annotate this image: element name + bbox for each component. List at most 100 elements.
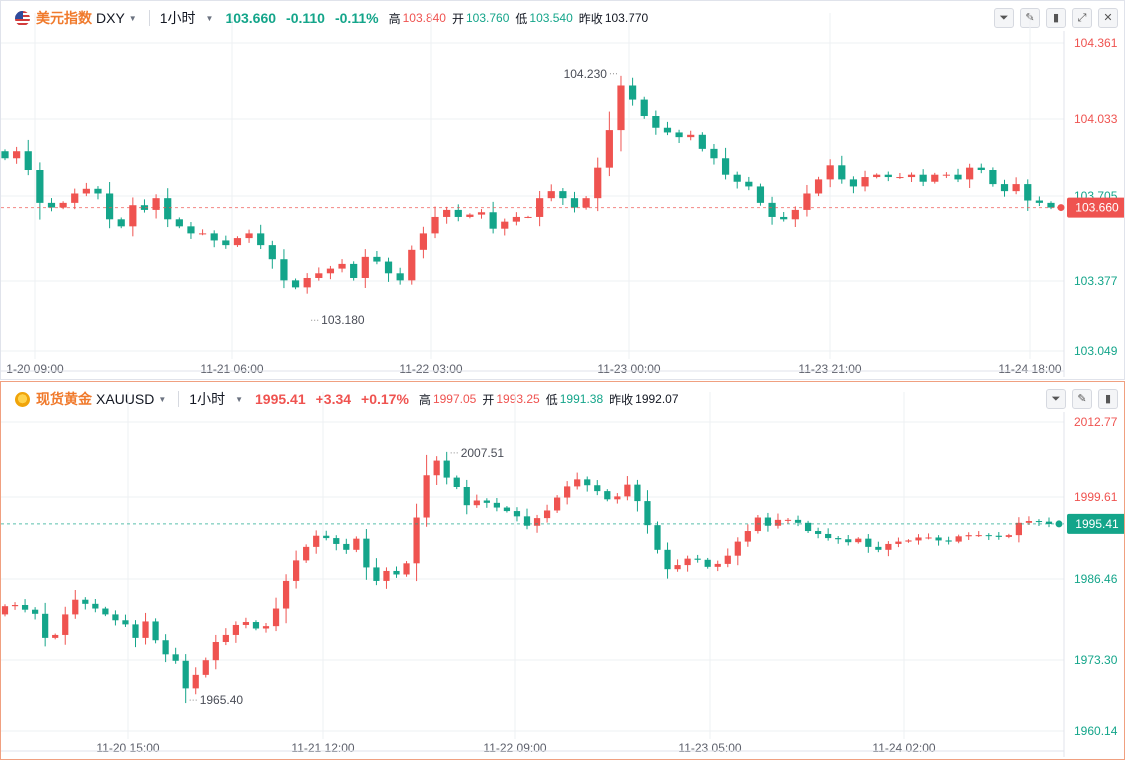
candle-body <box>268 245 276 260</box>
candle-body <box>72 599 79 615</box>
candle-body <box>512 216 520 222</box>
y-tick-label: 2012.77 <box>1074 415 1118 429</box>
low-label: 低 <box>515 11 528 26</box>
x-tick-label: 11-23 21:00 <box>798 362 861 376</box>
dxy-chart-panel: 美元指数 DXY ▼ 1小时 ▼ 103.660 -0.110 -0.11% 高… <box>0 0 1125 380</box>
candle-body <box>955 536 962 542</box>
candle-body <box>1035 200 1043 203</box>
dxy-candlestick-chart[interactable]: 104.361104.033103.705103.377103.0491-20 … <box>1 1 1124 379</box>
y-tick-label: 103.377 <box>1074 274 1118 288</box>
candle-body <box>52 634 59 638</box>
candle-body <box>164 198 172 220</box>
gold-chart-panel: 现货黄金 XAUUSD ▼ 1小时 ▼ 1995.41 +3.34 +0.17%… <box>0 381 1125 760</box>
candle-body <box>82 599 89 604</box>
current-price-dot <box>1057 204 1065 212</box>
candle-body <box>524 216 532 218</box>
candle-body <box>814 179 823 194</box>
chart-type-icon[interactable]: ▮ <box>1098 389 1118 409</box>
candle-body <box>756 186 765 203</box>
current-price-tag-bg <box>1067 513 1124 534</box>
gold-symbol[interactable]: XAUUSD <box>96 391 155 407</box>
x-tick-label: 11-24 18:00 <box>998 362 1061 376</box>
current-price-dot <box>1055 520 1063 528</box>
candle-body <box>313 535 320 547</box>
candle-body <box>977 167 985 171</box>
candle-body <box>361 256 369 278</box>
candle-body <box>684 558 691 566</box>
candle-body <box>865 538 872 547</box>
candle-body <box>431 216 439 234</box>
candle-body <box>62 614 69 635</box>
candle-body <box>1015 522 1022 536</box>
candle-body <box>966 167 974 180</box>
compare-icon[interactable]: ⏷ <box>1046 389 1066 409</box>
candle-body <box>453 477 460 487</box>
candle-body <box>403 563 410 575</box>
x-tick-label: 11-21 06:00 <box>200 362 263 376</box>
candle-body <box>875 546 882 550</box>
candle-body <box>443 209 451 217</box>
candle-body <box>838 165 846 180</box>
candle-body <box>543 510 551 519</box>
candle-body <box>925 537 932 539</box>
candle-body <box>523 516 531 526</box>
candle-body <box>102 608 109 615</box>
annotation-label: 1965.40 <box>200 693 244 707</box>
candle-body <box>172 654 179 661</box>
dxy-symbol[interactable]: DXY <box>96 10 125 26</box>
timeframe-select[interactable]: 1小时 <box>189 391 226 407</box>
current-price-tag: 1995.41 <box>1067 513 1124 534</box>
draw-icon[interactable]: ✎ <box>1072 389 1092 409</box>
candle-body <box>614 496 621 500</box>
candle-body <box>849 179 858 187</box>
low-label: 低 <box>545 392 558 407</box>
divider <box>178 391 180 407</box>
x-tick-label: 11-21 12:00 <box>291 741 354 755</box>
candle-body <box>175 219 183 227</box>
candle-body <box>733 174 741 182</box>
candle-body <box>152 198 160 210</box>
candle-body <box>466 214 474 217</box>
chart-grid: 2012.77 1999.61 1986.46 1973.30 1960.14 11-20… <box>1 392 1118 757</box>
timeframe-select[interactable]: 1小时 <box>159 10 196 26</box>
candle-body <box>117 219 125 227</box>
compare-icon[interactable]: ⏷ <box>994 8 1014 28</box>
candle-body <box>804 522 812 532</box>
expand-icon[interactable]: ⤢ <box>1072 8 1092 28</box>
candle-body <box>985 535 992 537</box>
candle-body <box>942 174 951 176</box>
price-change-pct: +0.17% <box>361 391 409 407</box>
x-tick-label: 11-22 09:00 <box>483 741 546 755</box>
candle-body <box>122 620 129 625</box>
us-flag-icon <box>15 10 30 26</box>
candle-body <box>687 134 695 138</box>
candle-body <box>1012 184 1020 192</box>
candle-body <box>554 497 561 511</box>
candle-body <box>764 517 772 526</box>
candle-body <box>408 249 416 281</box>
candle-body <box>350 263 358 278</box>
symbol-dropdown-icon[interactable]: ▼ <box>158 394 167 404</box>
chart-type-icon[interactable]: ▮ <box>1046 8 1066 28</box>
symbol-dropdown-icon[interactable]: ▼ <box>128 13 137 23</box>
candle-body <box>282 580 290 609</box>
y-tick-label: 1973.30 <box>1074 653 1118 667</box>
close-icon[interactable]: ✕ <box>1098 8 1118 28</box>
candle-body <box>210 233 218 241</box>
gold-candlestick-chart[interactable]: 2012.77 1999.61 1986.46 1973.30 1960.14 11-20… <box>1 382 1124 759</box>
candle-body <box>293 560 300 581</box>
current-price-tag-bg <box>1067 197 1124 218</box>
dxy-header: 美元指数 DXY ▼ 1小时 ▼ 103.660 -0.110 -0.11% 高… <box>1 1 991 35</box>
y-tick-label: 104.033 <box>1074 112 1118 126</box>
candle-body <box>698 134 706 149</box>
candle-body <box>212 641 219 661</box>
candle-body <box>21 605 29 610</box>
candle-body <box>413 517 420 564</box>
candle-body <box>855 538 862 543</box>
candle-body <box>132 624 139 638</box>
candle-body <box>483 500 490 503</box>
prev-close-label: 昨收 <box>578 11 603 26</box>
timeframe-dropdown-icon[interactable]: ▼ <box>235 394 243 404</box>
timeframe-dropdown-icon[interactable]: ▼ <box>205 13 214 23</box>
candle-body <box>192 674 199 689</box>
